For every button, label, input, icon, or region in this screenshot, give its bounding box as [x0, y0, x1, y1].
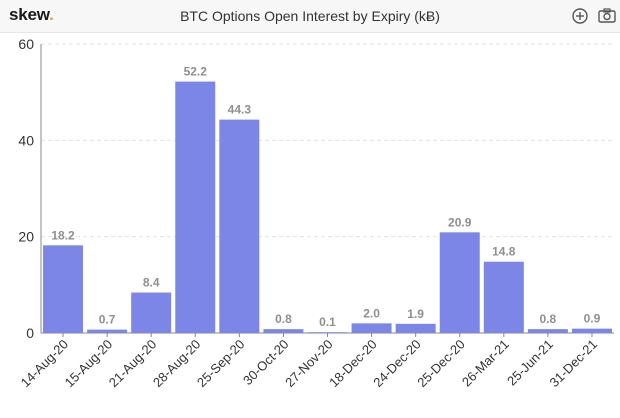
chart-header: skew. BTC Options Open Interest by Expir… [0, 0, 620, 33]
bar-value-label: 0.9 [584, 312, 601, 326]
bar-28-Aug-20[interactable] [175, 81, 216, 333]
brand-dot: . [49, 5, 54, 24]
x-tick-label: 25-Sep-20 [194, 337, 248, 391]
bar-value-label: 2.0 [363, 306, 380, 320]
brand-text: skew [9, 5, 50, 24]
bar-14-Aug-20[interactable] [43, 245, 84, 333]
bars [43, 81, 612, 333]
axes [40, 44, 614, 337]
bar-value-label: 8.4 [143, 276, 160, 290]
y-tick-label: 0 [26, 325, 34, 341]
bar-value-label: 0.8 [275, 312, 292, 326]
bar-value-label: 52.2 [184, 65, 208, 79]
bar-value-label: 1.9 [407, 307, 424, 321]
bar-value-label: 0.1 [319, 315, 336, 329]
x-tick-label: 26-Mar-21 [459, 337, 512, 390]
x-tick-label: 25-Dec-20 [414, 337, 468, 391]
bar-24-Dec-20[interactable] [395, 323, 436, 333]
y-tick-label: 40 [18, 132, 34, 148]
bar-value-label: 20.9 [448, 215, 472, 229]
camera-icon[interactable] [597, 6, 617, 26]
bar-31-Dec-21[interactable] [571, 328, 612, 333]
chart-title: BTC Options Open Interest by Expiry (kɃ) [180, 8, 440, 24]
bar-25-Dec-20[interactable] [439, 232, 480, 333]
bar-30-Oct-20[interactable] [263, 329, 304, 333]
y-tick-label: 20 [18, 229, 34, 245]
bar-18-Dec-20[interactable] [351, 323, 392, 333]
y-tick-label: 60 [18, 36, 34, 52]
bar-value-label: 44.3 [228, 103, 252, 117]
bar-value-label: 18.2 [51, 228, 75, 242]
bar-value-label: 14.8 [492, 245, 516, 259]
tick-labels: 020406014-Aug-2015-Aug-2021-Aug-2028-Aug… [18, 36, 600, 390]
grid-lines [41, 43, 614, 238]
zoom-in-icon[interactable] [570, 6, 590, 26]
bar-value-labels: 18.2 0.7 8.4 52.2 44.3 0.8 0.1 2.0 1.9 20.9 14.8 0.… [51, 65, 600, 330]
bar-value-label: 0.7 [99, 313, 116, 327]
bar-25-Jun-21[interactable] [527, 329, 568, 333]
bar-15-Aug-20[interactable] [87, 329, 128, 333]
x-tick-label: 31-Dec-21 [547, 337, 601, 391]
bar-26-Mar-21[interactable] [483, 261, 524, 333]
bar-25-Sep-20[interactable] [219, 119, 260, 333]
bar-value-label: 0.8 [540, 312, 557, 326]
bar-27-Nov-20[interactable] [307, 332, 348, 333]
brand-logo: skew. [9, 5, 54, 25]
bar-21-Aug-20[interactable] [131, 292, 172, 333]
